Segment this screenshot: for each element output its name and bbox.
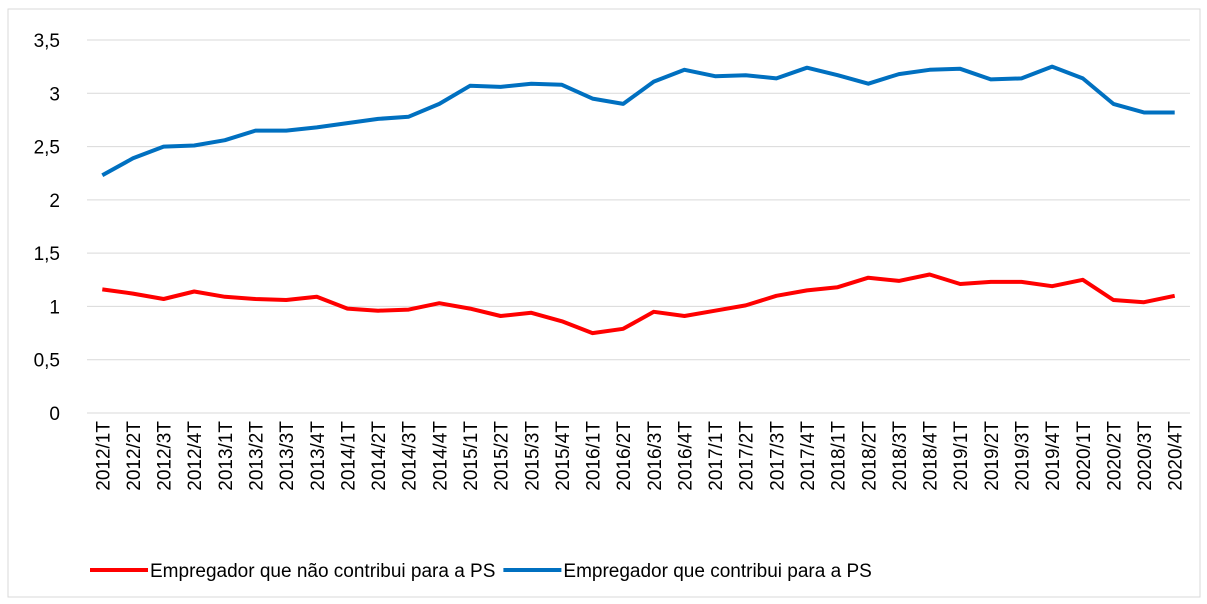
x-tick-label: 2014/2T: [369, 421, 390, 491]
y-tick-label: 0: [49, 404, 60, 425]
legend-label: Empregador que não contribui para a PS: [150, 561, 495, 582]
y-tick-label: 2: [49, 191, 60, 212]
x-tick-label: 2013/3T: [277, 421, 298, 491]
y-tick-label: 3,5: [34, 31, 60, 52]
y-tick-label: 1: [49, 297, 60, 318]
x-tick-label: 2020/3T: [1135, 421, 1156, 491]
chart-frame: [7, 8, 1201, 598]
x-tick-label: 2015/4T: [553, 421, 574, 491]
x-tick-label: 2015/1T: [461, 421, 482, 491]
x-tick-label: 2020/2T: [1104, 421, 1125, 491]
x-tick-label: 2012/2T: [124, 421, 145, 491]
series-line: [101, 64, 1175, 178]
y-tick-label: 1,5: [34, 244, 60, 265]
x-tick-label: 2012/1T: [93, 421, 114, 491]
legend-label: Empregador que contribui para a PS: [563, 561, 871, 582]
x-tick-label: 2012/4T: [185, 421, 206, 491]
x-tick-label: 2016/1T: [584, 421, 605, 491]
x-tick-label: 2014/1T: [338, 421, 359, 491]
x-tick-label: 2019/4T: [1043, 421, 1064, 491]
x-tick-label: 2016/4T: [675, 421, 696, 491]
x-tick-label: 2018/2T: [859, 421, 880, 491]
x-tick-label: 2014/4T: [430, 421, 451, 491]
x-tick-label: 2017/3T: [767, 421, 788, 491]
x-tick-label: 2016/2T: [614, 421, 635, 491]
x-tick-label: 2018/4T: [921, 421, 942, 491]
x-tick-label: 2019/1T: [951, 421, 972, 491]
x-tick-label: 2020/4T: [1166, 421, 1187, 491]
series-line: [102, 272, 1176, 336]
x-tick-label: 2017/1T: [706, 421, 727, 491]
y-tick-label: 0,5: [34, 351, 60, 372]
x-tick-label: 2015/2T: [492, 421, 513, 491]
x-tick-label: 2020/1T: [1074, 421, 1095, 491]
x-tick-label: 2013/1T: [216, 421, 237, 491]
x-tick-label: 2019/2T: [982, 421, 1003, 491]
y-tick-label: 3: [49, 84, 60, 105]
x-tick-label: 2017/4T: [798, 421, 819, 491]
x-tick-label: 2019/3T: [1012, 421, 1033, 491]
x-tick-label: 2017/2T: [737, 421, 758, 491]
x-tick-label: 2013/4T: [308, 421, 329, 491]
x-tick-label: 2016/3T: [645, 421, 666, 491]
x-tick-label: 2018/1T: [829, 421, 850, 491]
x-tick-label: 2018/3T: [890, 421, 911, 491]
x-tick-label: 2013/2T: [247, 421, 268, 491]
x-tick-label: 2015/3T: [522, 421, 543, 491]
y-tick-label: 2,5: [34, 138, 60, 159]
x-tick-label: 2014/3T: [400, 421, 421, 491]
x-tick-label: 2012/3T: [155, 421, 176, 491]
